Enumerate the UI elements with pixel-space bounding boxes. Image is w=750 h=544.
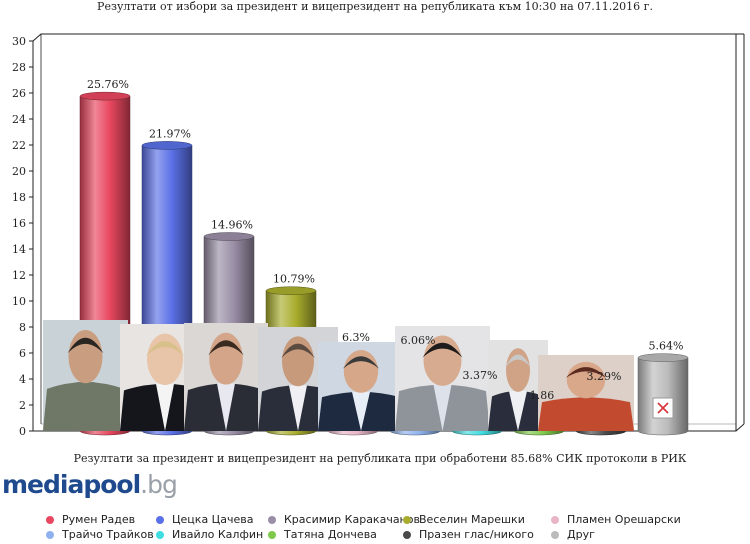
portrait-collar	[577, 397, 595, 431]
person-icon	[184, 323, 268, 431]
legend-item: Трайчо Трайков	[46, 528, 154, 541]
y-tick-label: 28	[12, 61, 26, 74]
portrait-collar	[509, 390, 527, 431]
bar-top	[265, 286, 317, 295]
legend-swatch-icon	[156, 516, 164, 524]
legend-label: Ивайло Калфин	[172, 528, 264, 541]
data-labels: 25.76% 21.97% 14.96% 10.79% 6.3% 6.06% 3.37% 1.…	[87, 78, 683, 402]
legend-label: Татяна Дончева	[284, 528, 377, 541]
y-tick-label: 22	[12, 139, 26, 152]
data-label: 6.3%	[342, 331, 370, 344]
legend-swatch-icon	[268, 516, 276, 524]
legend-swatch-icon	[268, 531, 276, 539]
legend-item: Ивайло Калфин	[156, 528, 263, 541]
person-icon	[43, 320, 128, 431]
y-tick-label: 20	[12, 165, 26, 178]
portrait-hair	[67, 337, 104, 354]
person-icon	[538, 355, 634, 431]
y-tick-label: 0	[19, 425, 26, 438]
y-tick-label: 10	[12, 295, 26, 308]
data-label: 25.76%	[87, 78, 129, 91]
data-label: 3.37%	[463, 369, 498, 382]
legend-swatch-icon	[156, 531, 164, 539]
mediapool-logo[interactable]: mediapool.bg	[2, 470, 178, 499]
y-tick-label: 26	[12, 87, 26, 100]
data-label: 6.06%	[401, 334, 436, 347]
portrait-hair	[342, 356, 380, 369]
portrait-collar	[352, 391, 370, 431]
portrait-hair	[146, 341, 184, 357]
legend-item: Татяна Дончева	[268, 528, 377, 541]
cross-icon-mark	[657, 402, 669, 414]
y-tick-label: 16	[12, 217, 26, 230]
portrait-hair	[505, 354, 531, 368]
person-icon	[318, 342, 404, 431]
legend-label: Друг	[567, 528, 595, 541]
portrait-hair	[565, 367, 607, 378]
y-tick-label: 6	[19, 347, 26, 360]
legend-label: Румен Радев	[62, 513, 136, 526]
legend-swatch-icon	[46, 531, 54, 539]
data-label: 14.96%	[211, 219, 253, 232]
legend-swatch-icon	[46, 516, 54, 524]
portrait-collar	[289, 385, 307, 431]
portrait-hair	[208, 340, 244, 356]
bar-top	[141, 141, 193, 150]
legend-label: Трайчо Трайков	[62, 528, 154, 541]
legend-label: Красимир Каракачанов	[284, 513, 420, 526]
bar-top	[203, 232, 255, 241]
portrait-collar	[76, 382, 95, 431]
legend-label: Пламен Орешарски	[567, 513, 681, 526]
logo-tld: .bg	[140, 470, 178, 499]
chart-subtitle: Резултати за президент и вицепрезидент н…	[73, 452, 687, 465]
legend-swatch-icon	[551, 516, 559, 524]
y-tick-label: 2	[19, 399, 26, 412]
candidate-photos	[43, 320, 674, 431]
y-tick-label: 18	[12, 191, 26, 204]
data-label: 5.64%	[649, 340, 684, 353]
logo-name: mediapool	[2, 470, 141, 499]
portrait-collar	[156, 383, 174, 431]
y-tick-label: 24	[12, 113, 26, 126]
legend-item: Пламен Орешарски	[551, 513, 681, 526]
y-tick-label: 12	[12, 269, 26, 282]
legend-item: Румен Радев	[46, 513, 135, 526]
person-icon	[395, 326, 490, 431]
portrait-collar	[217, 383, 235, 431]
legend-label: Празен глас/никого	[419, 528, 534, 541]
cross-icon	[652, 397, 674, 419]
portrait-collar	[433, 384, 452, 431]
legend-item: Друг	[551, 528, 595, 541]
legend-swatch-icon	[551, 531, 559, 539]
legend-item: Цецка Цачева	[156, 513, 253, 526]
legend-item: Красимир Каракачанов	[268, 513, 420, 526]
bar-top	[79, 91, 131, 101]
bar-top	[637, 353, 689, 362]
data-label: 1.86	[530, 389, 555, 402]
legend-swatch-icon	[403, 531, 411, 539]
legend-swatch-icon	[403, 516, 411, 524]
y-tick-label: 14	[12, 243, 26, 256]
legend-item: Празен глас/никого	[403, 528, 534, 541]
legend-label: Веселин Марешки	[419, 513, 525, 526]
legend-item: Веселин Марешки	[403, 513, 525, 526]
portrait-hair	[422, 342, 463, 358]
y-tick-label: 30	[12, 35, 26, 48]
data-label: 10.79%	[273, 273, 315, 286]
data-label: 21.97%	[149, 127, 191, 140]
chart-title: Резултати от избори за президент и вицеп…	[97, 0, 653, 13]
portrait-hair	[281, 343, 315, 359]
y-tick-label: 8	[19, 321, 26, 334]
bar	[637, 357, 689, 436]
back-wall-edge	[32, 33, 744, 431]
legend-label: Цецка Цачева	[172, 513, 254, 526]
data-label: 3.29%	[587, 370, 622, 383]
person-icon	[488, 340, 548, 431]
y-tick-label: 4	[19, 373, 26, 386]
